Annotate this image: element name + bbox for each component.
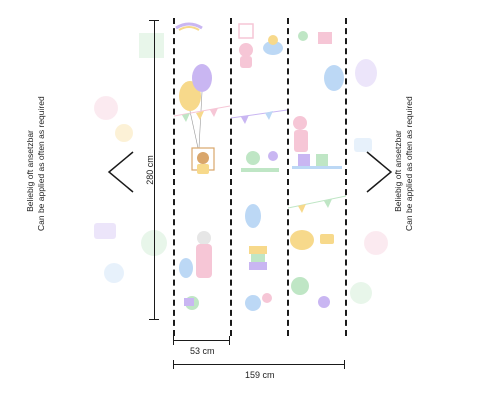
total-width-label: 159 cm — [245, 370, 275, 380]
side-note-left-de: Beliebig oft ansetzbar — [25, 130, 35, 212]
side-note-left-en: Can be applied as often as required — [36, 96, 46, 231]
panel-seam-3 — [287, 18, 289, 336]
chevron-left-icon — [107, 151, 134, 193]
wallpaper-panel-2 — [231, 23, 287, 311]
height-dimension-label: 280 cm — [145, 155, 155, 185]
panel-width-label: 53 cm — [190, 346, 215, 356]
side-note-right-de: Beliebig oft ansetzbar — [393, 130, 403, 212]
faded-wallpaper-repeat-right — [350, 59, 388, 304]
panel-seam-1 — [173, 18, 175, 336]
chevron-right-icon — [366, 151, 393, 193]
panel-seam-4 — [345, 18, 347, 336]
panel-width-dimension-line — [173, 336, 230, 345]
wallpaper-panel-1 — [174, 22, 230, 310]
panel-seam-2 — [230, 18, 232, 336]
side-note-left: Beliebig oft ansetzbar Can be applied as… — [25, 96, 47, 231]
wallpaper-panel-3 — [288, 31, 346, 308]
side-note-right: Beliebig oft ansetzbar Can be applied as… — [393, 96, 415, 231]
side-note-right-en: Can be applied as often as required — [404, 96, 414, 231]
total-width-dimension-line — [173, 360, 345, 369]
height-dimension-line — [149, 20, 159, 320]
